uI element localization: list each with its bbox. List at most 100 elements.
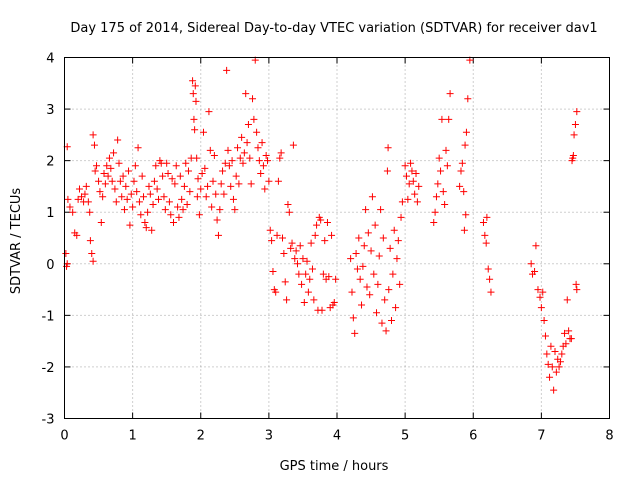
data-point — [66, 203, 74, 211]
x-tick-label: 8 — [605, 429, 613, 444]
data-point — [402, 172, 410, 180]
data-point — [356, 275, 364, 283]
data-point — [415, 182, 423, 190]
grid — [64, 57, 610, 419]
data-point — [527, 260, 535, 268]
data-point — [84, 198, 92, 206]
data-point — [409, 177, 417, 185]
data-point — [328, 231, 336, 239]
data-point — [265, 177, 273, 185]
data-point — [281, 278, 289, 286]
data-point — [182, 159, 190, 167]
data-point — [534, 286, 542, 294]
data-point — [284, 200, 292, 208]
data-point — [86, 208, 94, 216]
data-point — [86, 237, 94, 245]
data-point — [558, 350, 566, 358]
data-point — [404, 195, 412, 203]
data-point — [461, 141, 469, 149]
data-point — [180, 182, 188, 190]
data-point — [460, 226, 468, 234]
data-point — [193, 193, 201, 201]
data-point — [224, 146, 232, 154]
data-point — [571, 121, 579, 129]
data-point — [273, 231, 281, 239]
data-point — [236, 154, 244, 162]
data-point — [296, 242, 304, 250]
data-point — [238, 133, 246, 141]
data-point — [555, 363, 563, 371]
data-point — [161, 206, 169, 214]
data-point — [202, 193, 210, 201]
x-tick-label: 1 — [128, 429, 136, 444]
data-point — [303, 257, 311, 265]
data-point — [201, 164, 209, 172]
data-point — [381, 296, 389, 304]
data-point — [392, 304, 400, 312]
x-tick-label: 2 — [197, 429, 205, 444]
data-point — [393, 255, 401, 263]
data-point — [563, 296, 571, 304]
data-point — [142, 224, 150, 232]
data-point — [375, 252, 383, 260]
data-point — [272, 288, 280, 296]
data-point — [159, 172, 167, 180]
data-point — [231, 206, 239, 214]
data-points — [62, 56, 581, 394]
data-point — [88, 249, 96, 257]
data-point — [397, 213, 405, 221]
data-point — [97, 219, 105, 227]
data-point — [134, 144, 142, 152]
data-point — [228, 157, 236, 165]
data-point — [349, 314, 357, 322]
data-point — [171, 180, 179, 188]
data-point — [432, 193, 440, 201]
data-point — [430, 219, 438, 227]
data-point — [359, 262, 367, 270]
data-point — [234, 144, 242, 152]
data-point — [235, 180, 243, 188]
data-point — [287, 244, 295, 252]
data-point — [64, 195, 72, 203]
data-point — [225, 162, 233, 170]
data-point — [364, 229, 372, 237]
data-point — [198, 170, 206, 178]
data-point — [179, 206, 187, 214]
data-point — [123, 195, 131, 203]
data-point — [352, 249, 360, 257]
data-point — [105, 154, 113, 162]
data-point — [221, 159, 229, 167]
data-point — [390, 226, 398, 234]
data-point — [160, 193, 168, 201]
data-point — [204, 182, 212, 190]
data-point — [195, 211, 203, 219]
y-tick-label: 4 — [46, 52, 54, 67]
data-point — [434, 180, 442, 188]
data-point — [442, 146, 450, 154]
data-point — [227, 182, 235, 190]
y-axis-label: SDTVAR / TECUs — [9, 188, 24, 295]
data-point — [486, 275, 494, 283]
data-point — [412, 170, 420, 178]
data-point — [541, 332, 549, 340]
data-point — [462, 128, 470, 136]
data-point — [386, 244, 394, 252]
data-point — [279, 234, 286, 242]
data-point — [125, 167, 133, 175]
data-point — [266, 226, 274, 234]
data-point — [217, 180, 225, 188]
x-tick-label: 4 — [333, 429, 341, 444]
data-point — [107, 164, 115, 172]
y-tick-label: 3 — [46, 103, 54, 118]
data-point — [269, 268, 277, 276]
data-point — [536, 293, 544, 301]
data-point — [75, 185, 83, 193]
x-tick-label: 3 — [265, 429, 273, 444]
data-point — [243, 139, 251, 147]
data-point — [89, 131, 97, 139]
data-point — [210, 151, 218, 159]
data-point — [146, 190, 154, 198]
data-point — [133, 188, 141, 196]
data-point — [259, 162, 267, 170]
